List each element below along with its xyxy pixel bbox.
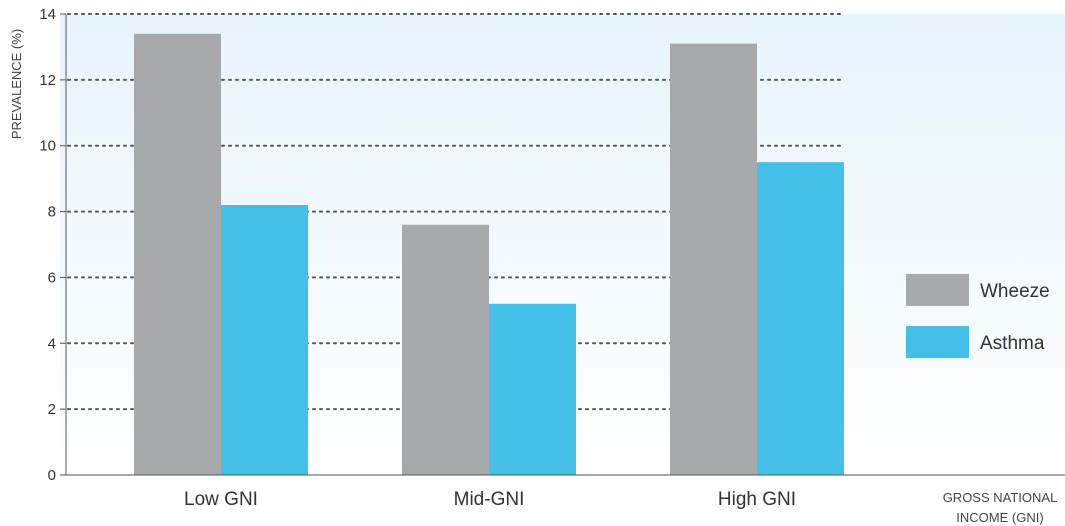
legend-label-wheeze: Wheeze bbox=[980, 281, 1050, 302]
bar-asthma-high-gni bbox=[757, 162, 844, 475]
category-label-1: Mid-GNI bbox=[454, 489, 525, 510]
legend-label-asthma: Asthma bbox=[980, 333, 1045, 354]
x-axis-title-line-2: INCOME (GNI) bbox=[956, 510, 1043, 525]
y-tick-label-10: 10 bbox=[39, 138, 56, 155]
y-tick-label-14: 14 bbox=[39, 6, 56, 23]
y-tick-label-0: 0 bbox=[48, 467, 56, 484]
y-tick-label-4: 4 bbox=[48, 335, 56, 352]
x-axis-title-line-1: GROSS NATIONAL bbox=[943, 490, 1058, 505]
y-tick-label-12: 12 bbox=[39, 72, 56, 89]
bars bbox=[134, 33, 844, 476]
category-label-0: Low GNI bbox=[184, 489, 258, 510]
bar-asthma-low-gni bbox=[221, 204, 308, 475]
legend-swatch-asthma bbox=[906, 326, 969, 358]
category-label-2: High GNI bbox=[718, 489, 796, 510]
y-tick-label-6: 6 bbox=[48, 269, 56, 286]
legend: Wheeze Asthma bbox=[906, 274, 1050, 358]
bar-wheeze-mid-gni bbox=[402, 224, 489, 475]
bar-wheeze-high-gni bbox=[670, 43, 757, 476]
y-tick-label-2: 2 bbox=[48, 401, 56, 418]
y-tick-label-8: 8 bbox=[48, 204, 56, 221]
y-axis-title: PREVALENCE (%) bbox=[9, 29, 24, 139]
legend-swatch-wheeze bbox=[906, 274, 969, 306]
y-tick-labels: 0 2 4 6 8 10 12 14 bbox=[39, 6, 66, 484]
bar-wheeze-low-gni bbox=[134, 33, 221, 475]
bar-asthma-mid-gni bbox=[489, 303, 576, 475]
category-labels: Low GNI Mid-GNI High GNI bbox=[184, 489, 796, 510]
